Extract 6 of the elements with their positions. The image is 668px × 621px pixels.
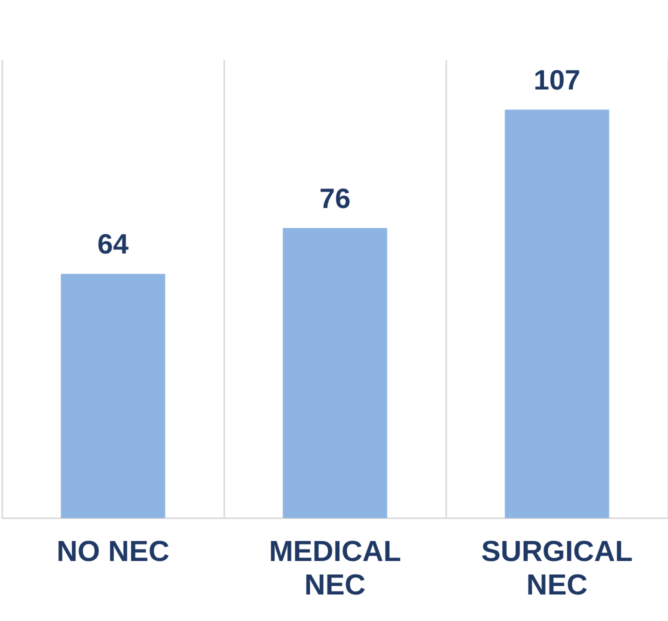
x-tick-label: SURGICAL NEC [481,536,633,602]
data-label: 107 [534,64,580,96]
x-tick-label: NO NEC [56,536,170,568]
data-label: 64 [97,228,129,260]
data-label: 76 [319,182,351,214]
x-tick-label: MEDICAL NEC [268,536,402,602]
